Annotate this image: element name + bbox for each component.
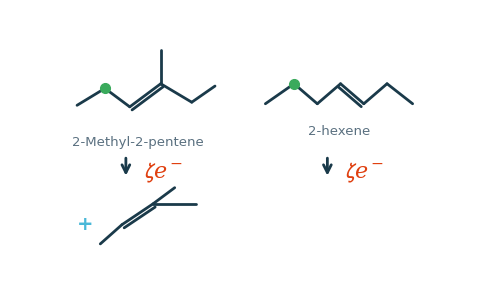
Text: +: + <box>76 215 93 234</box>
Text: $\mathcal{\zeta}$e$^-$: $\mathcal{\zeta}$e$^-$ <box>345 161 384 185</box>
Text: $\mathcal{\zeta}$e$^-$: $\mathcal{\zeta}$e$^-$ <box>144 161 183 185</box>
Text: 2-Methyl-2-pentene: 2-Methyl-2-pentene <box>72 136 204 149</box>
Text: 2-hexene: 2-hexene <box>308 124 370 137</box>
